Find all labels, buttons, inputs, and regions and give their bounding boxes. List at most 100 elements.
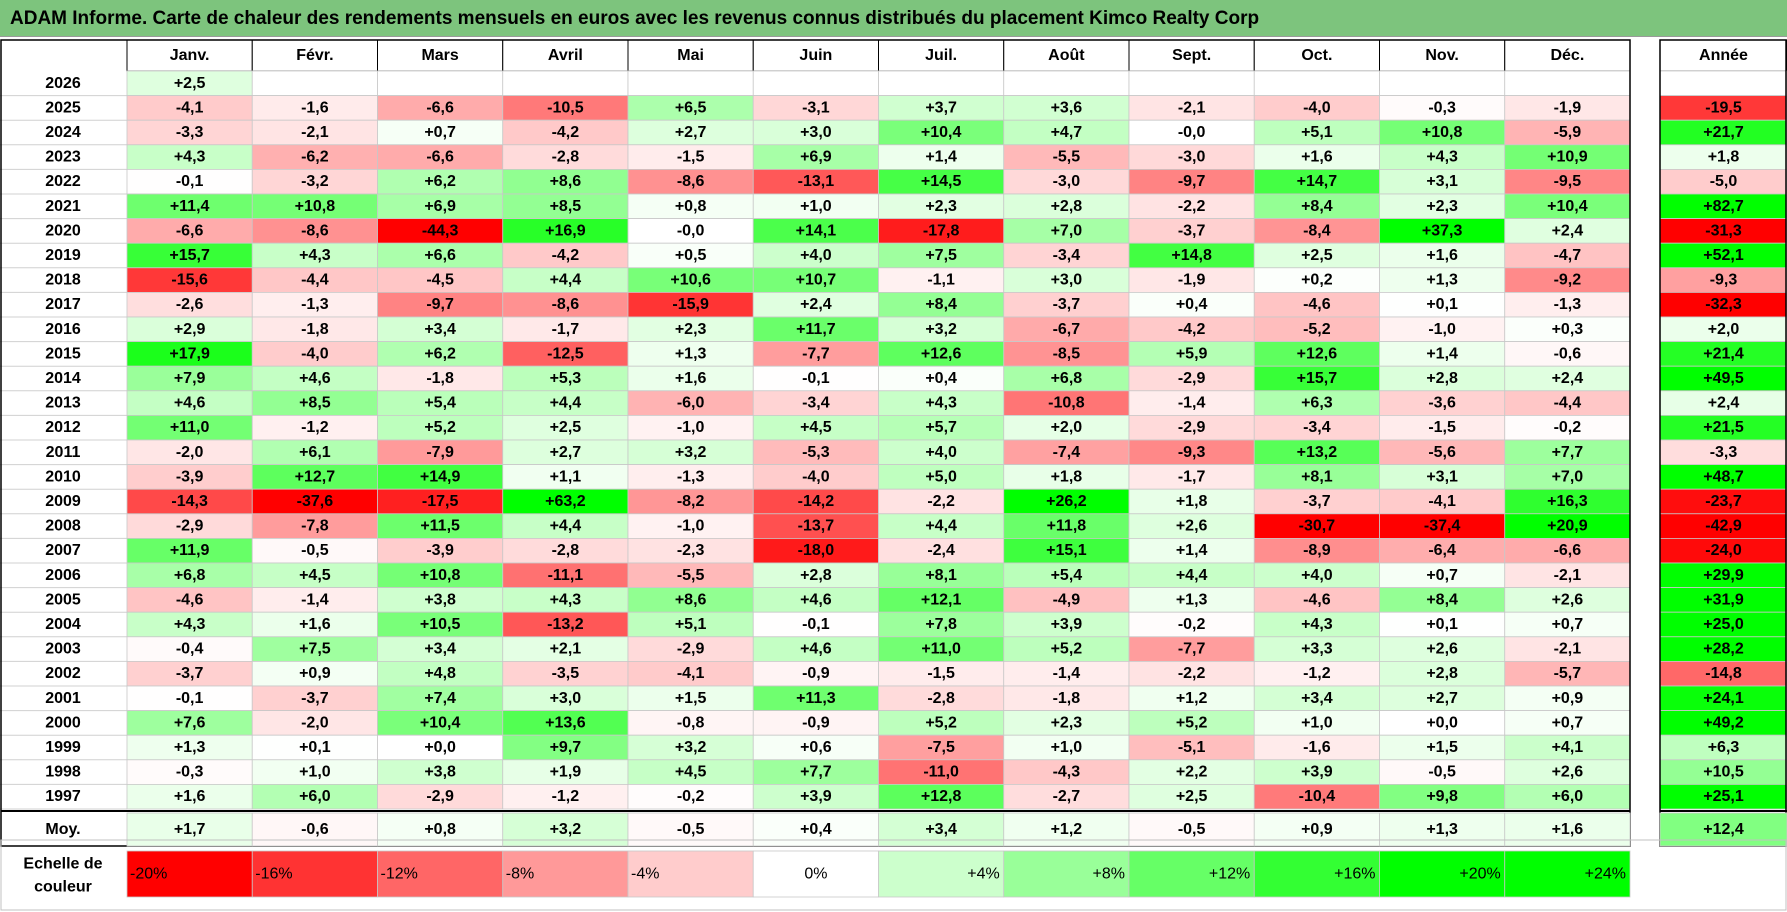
heat-cell-value: +3,2 bbox=[925, 321, 957, 338]
scale-swatch bbox=[1379, 850, 1506, 898]
heat-cell-value: -2,2 bbox=[1178, 665, 1206, 682]
heat-cell-value: +4,5 bbox=[675, 764, 707, 781]
heat-cell bbox=[1003, 587, 1130, 613]
heat-cell bbox=[878, 365, 1005, 392]
month-header-cell bbox=[1128, 39, 1255, 72]
heat-cell-value: +2,7 bbox=[550, 444, 582, 461]
heat-cell-value: +0,1 bbox=[1426, 296, 1458, 313]
heat-cell-value: -3,9 bbox=[176, 468, 204, 485]
heat-cell-value: +14,5 bbox=[921, 173, 962, 190]
heat-cell bbox=[1253, 759, 1380, 785]
heat-cell bbox=[1379, 784, 1506, 810]
heat-cell-value: -0,4 bbox=[176, 641, 204, 658]
heat-cell-value: +63,2 bbox=[545, 493, 586, 510]
heat-cell-value: -2,1 bbox=[1178, 99, 1206, 116]
heat-cell-value: +0,9 bbox=[299, 665, 331, 682]
annual-value: +49,2 bbox=[1703, 714, 1744, 731]
heat-cell bbox=[627, 390, 754, 416]
heat-cell-value: +1,6 bbox=[174, 788, 206, 805]
heat-cell-value: -2,1 bbox=[1554, 567, 1582, 584]
heat-cell bbox=[1504, 464, 1631, 490]
heat-cell bbox=[251, 70, 378, 97]
heat-cell bbox=[878, 784, 1005, 810]
heat-cell bbox=[502, 587, 629, 613]
annual-value: -42,9 bbox=[1705, 518, 1742, 535]
annual-cell bbox=[1659, 218, 1787, 244]
heat-cell bbox=[377, 587, 504, 613]
heat-cell bbox=[1379, 710, 1506, 736]
heat-cell-value: -3,7 bbox=[1303, 493, 1331, 510]
heat-cell-value: +8,5 bbox=[550, 198, 582, 215]
heat-cell-value: +2,6 bbox=[1426, 641, 1458, 658]
heat-cell bbox=[752, 70, 879, 97]
heat-cell bbox=[502, 390, 629, 416]
heat-cell bbox=[1504, 218, 1631, 244]
heat-cell bbox=[1504, 193, 1631, 220]
annual-value: -24,0 bbox=[1705, 542, 1742, 559]
scale-swatch-label: -4% bbox=[631, 866, 659, 883]
heat-cell bbox=[502, 144, 629, 170]
heat-cell bbox=[1128, 562, 1255, 589]
annual-cell bbox=[1659, 538, 1787, 564]
heat-cell-value: +8,5 bbox=[299, 395, 331, 412]
title-bar: ADAM Informe. Carte de chaleur des rende… bbox=[0, 0, 1787, 37]
heat-cell-value: +3,4 bbox=[424, 641, 456, 658]
heat-cell-value: -8,6 bbox=[301, 222, 329, 239]
scale-swatch-label: +8% bbox=[1093, 866, 1125, 883]
heat-cell-value: +7,4 bbox=[424, 690, 456, 707]
heat-cell bbox=[126, 218, 253, 244]
heat-cell bbox=[1504, 710, 1631, 736]
heat-cell-value: -4,4 bbox=[301, 272, 329, 289]
heat-cell bbox=[1003, 414, 1130, 441]
heat-cell-value: -6,0 bbox=[677, 395, 705, 412]
heat-cell-value: -4,2 bbox=[552, 124, 580, 141]
heat-cell-value: +2,3 bbox=[925, 198, 957, 215]
heat-cell bbox=[627, 193, 754, 220]
heat-cell bbox=[377, 390, 504, 416]
heat-cell-value: -8,2 bbox=[677, 493, 705, 510]
annual-value: -19,5 bbox=[1705, 99, 1742, 116]
heat-cell-value: -4,1 bbox=[677, 665, 705, 682]
avg-cell-value: +0,8 bbox=[424, 821, 456, 838]
heat-cell-value: +3,1 bbox=[1426, 173, 1458, 190]
annual-cell bbox=[1659, 144, 1787, 170]
heat-cell-value: +5,1 bbox=[1301, 124, 1333, 141]
heat-cell-value: -2,2 bbox=[1178, 198, 1206, 215]
heat-cell bbox=[1253, 95, 1380, 121]
heat-cell bbox=[1504, 636, 1631, 662]
heat-cell-value: +10,4 bbox=[1547, 198, 1588, 215]
heat-cell-value: +8,4 bbox=[1301, 198, 1333, 215]
heat-cell-value: +6,5 bbox=[675, 99, 707, 116]
heat-cell-value: -5,6 bbox=[1428, 444, 1456, 461]
row-year-label: 1997 bbox=[45, 788, 81, 805]
heat-cell-value: +7,7 bbox=[800, 764, 832, 781]
heat-cell bbox=[502, 242, 629, 269]
heat-cell bbox=[126, 390, 253, 416]
heat-cell bbox=[1003, 488, 1130, 515]
heat-cell-value: -37,4 bbox=[1424, 518, 1461, 535]
row-year-label: 2002 bbox=[45, 665, 81, 682]
month-header-4: Avril bbox=[548, 47, 583, 64]
heat-cell bbox=[878, 242, 1005, 269]
heat-cell-value: -1,1 bbox=[927, 272, 955, 289]
scale-swatch bbox=[377, 850, 504, 898]
heat-cell bbox=[878, 341, 1005, 367]
heat-cell-value: +3,9 bbox=[1051, 616, 1083, 633]
heat-cell-value: -0,3 bbox=[176, 764, 204, 781]
heat-cell-value: +2,4 bbox=[800, 296, 832, 313]
annual-cell bbox=[1659, 267, 1787, 293]
heat-cell-value: +2,3 bbox=[675, 321, 707, 338]
scale-swatch-label: +20% bbox=[1459, 866, 1500, 883]
heat-cell bbox=[502, 562, 629, 589]
heat-cell-value: +1,4 bbox=[1176, 542, 1208, 559]
heat-cell bbox=[1379, 168, 1506, 195]
heat-cell-value: +37,3 bbox=[1422, 222, 1463, 239]
heat-cell bbox=[1379, 414, 1506, 441]
heat-cell-value: +12,1 bbox=[921, 591, 962, 608]
heat-cell bbox=[251, 119, 378, 146]
annual-value: +25,1 bbox=[1703, 788, 1744, 805]
heat-cell-value: +0,9 bbox=[1552, 690, 1584, 707]
scale-swatch bbox=[502, 850, 629, 898]
heat-cell bbox=[251, 538, 378, 564]
heat-cell-value: +0,2 bbox=[1301, 272, 1333, 289]
